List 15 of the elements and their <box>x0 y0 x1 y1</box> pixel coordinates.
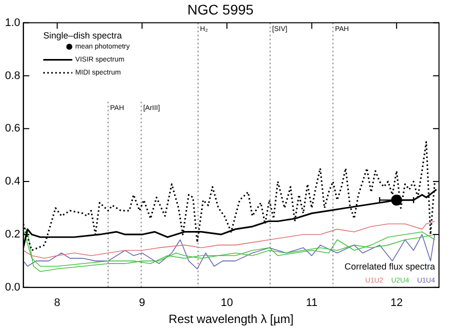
x-tick-label: 12 <box>390 297 403 310</box>
y-tick-label: 0.4 <box>4 176 20 188</box>
chart-title: NGC 5995 <box>187 1 254 18</box>
x-tick-label: 8 <box>54 297 60 310</box>
y-tick-label: 0.0 <box>4 281 20 294</box>
x-tick-label: 10 <box>220 297 234 310</box>
annotation: Correlated flux spectra <box>344 261 435 272</box>
x-tick-label: 11 <box>306 297 318 310</box>
y-tick-label: 0.8 <box>4 70 20 82</box>
x-axis-title: Rest wavelength λ [µm] <box>168 312 294 326</box>
y-tick-label: 0.2 <box>4 228 20 241</box>
legend-title: Single–dish spectra <box>43 30 122 40</box>
y-tick-label: 0.6 <box>4 122 20 135</box>
x-tick-label: 9 <box>139 297 146 310</box>
y-tick-label: 1.0 <box>4 16 20 29</box>
